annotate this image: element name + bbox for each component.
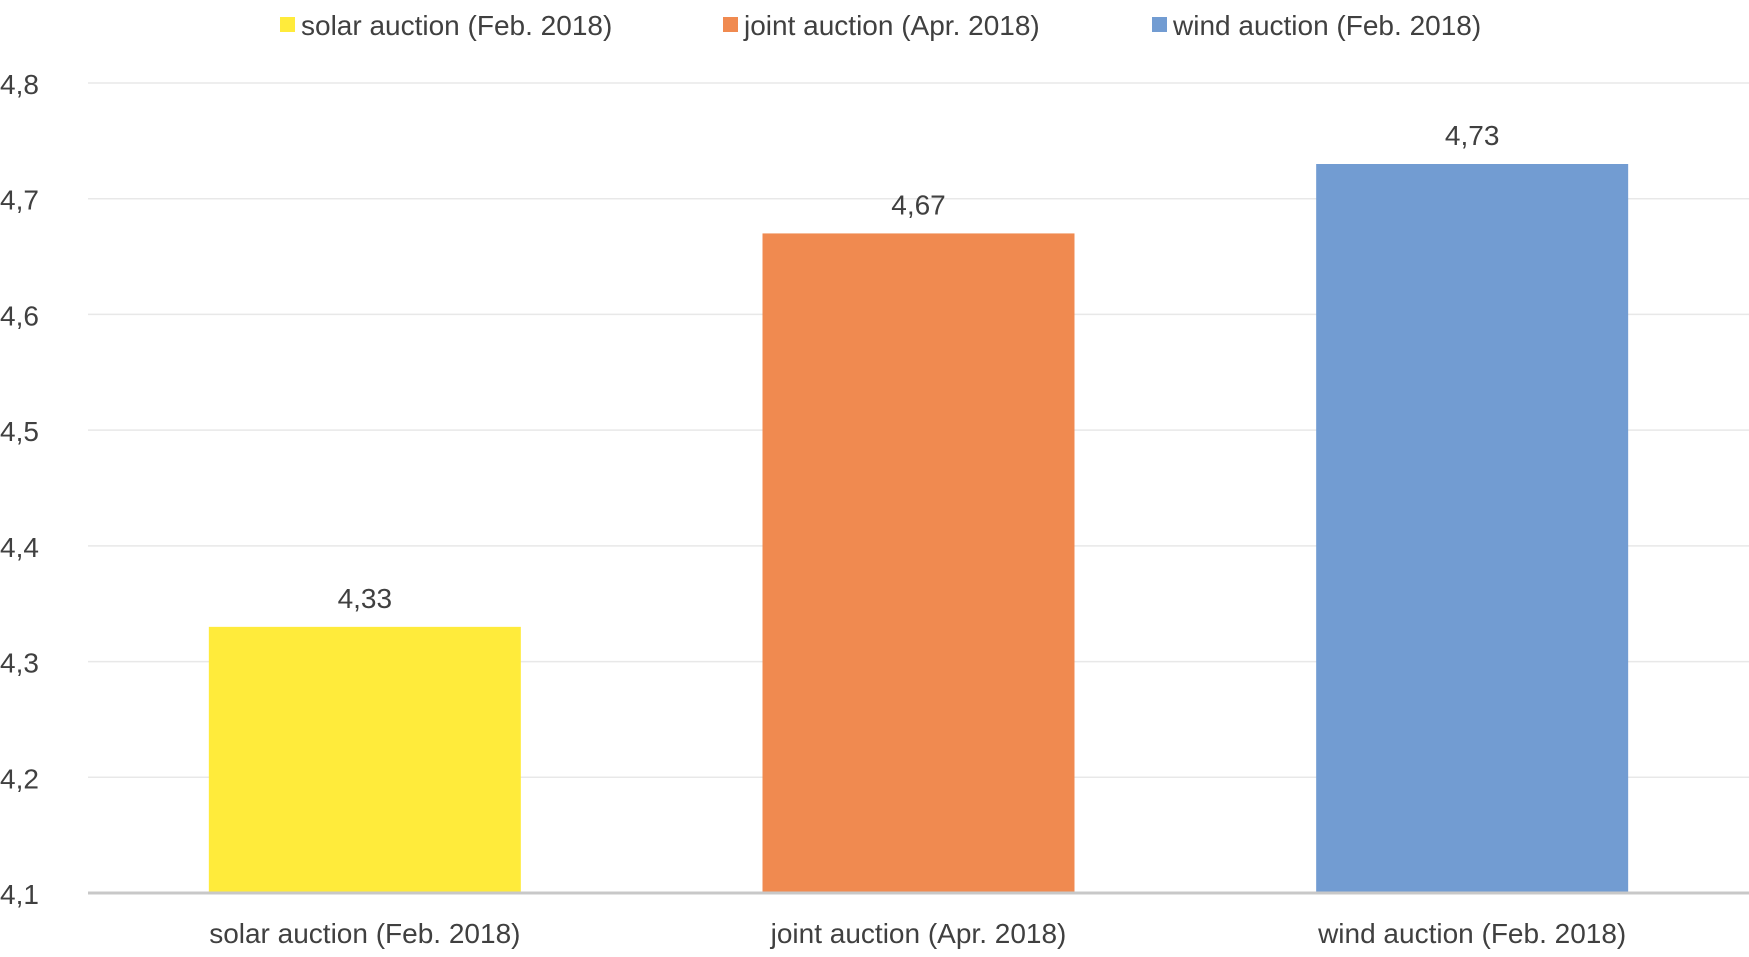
y-tick-label: 4,2 (0, 763, 39, 794)
legend-swatch (1152, 17, 1167, 32)
axes: 4,1 4,2 4,3 4,4 4,5 4,6 4,7 4,8 solar auction (F… (0, 69, 1749, 949)
x-tick-label: wind auction (Feb. 2018) (1317, 918, 1626, 949)
legend-swatch (280, 17, 295, 32)
data-label: 4,33 (338, 583, 393, 614)
legend-label: solar auction (Feb. 2018) (301, 10, 612, 41)
bar (1316, 164, 1629, 893)
x-tick-label: solar auction (Feb. 2018) (209, 918, 520, 949)
y-tick-label: 4,1 (0, 879, 39, 910)
data-labels: 4,33 4,67 4,73 (338, 120, 1500, 614)
legend: solar auction (Feb. 2018) joint auction (… (280, 10, 1481, 41)
legend-item: solar auction (Feb. 2018) (280, 10, 612, 41)
y-tick-label: 4,6 (0, 300, 39, 331)
bars (208, 164, 1629, 893)
x-tick-label: joint auction (Apr. 2018) (770, 918, 1067, 949)
legend-item: joint auction (Apr. 2018) (723, 10, 1040, 41)
y-tick-label: 4,5 (0, 416, 39, 447)
y-tick-label: 4,7 (0, 185, 39, 216)
y-tick-label: 4,3 (0, 648, 39, 679)
bar (208, 626, 521, 893)
legend-swatch (723, 17, 738, 32)
y-tick-label: 4,4 (0, 532, 39, 563)
data-label: 4,73 (1445, 120, 1500, 151)
legend-label: joint auction (Apr. 2018) (743, 10, 1040, 41)
legend-label: wind auction (Feb. 2018) (1172, 10, 1481, 41)
bar (762, 233, 1075, 893)
y-tick-label: 4,8 (0, 69, 39, 100)
data-label: 4,67 (891, 189, 946, 220)
legend-item: wind auction (Feb. 2018) (1152, 10, 1481, 41)
